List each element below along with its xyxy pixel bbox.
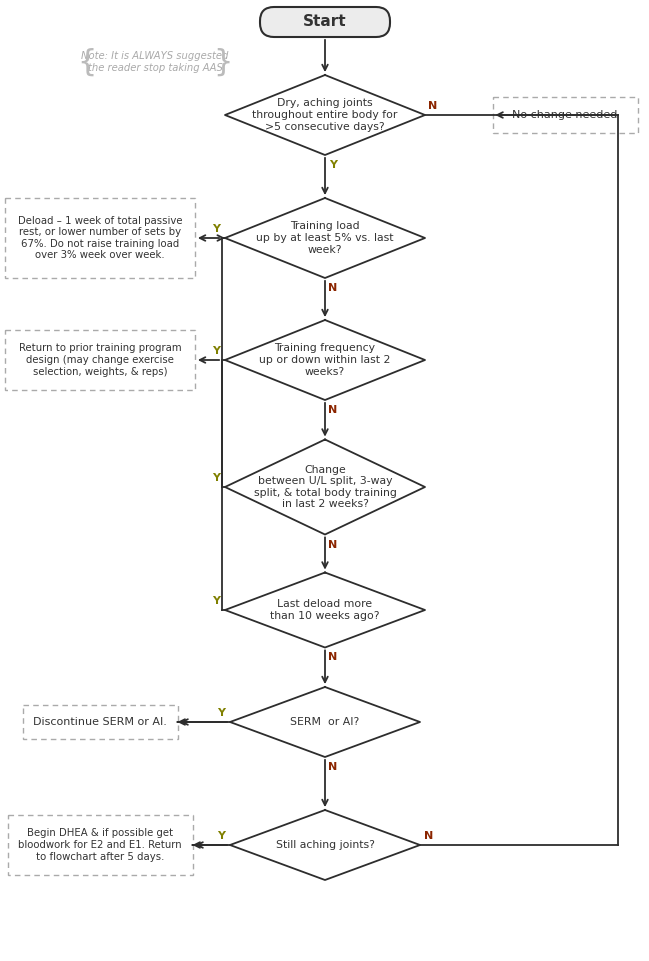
- Text: N: N: [328, 653, 337, 662]
- Polygon shape: [225, 439, 425, 534]
- Text: Y: Y: [212, 473, 220, 483]
- Text: Last deload more
than 10 weeks ago?: Last deload more than 10 weeks ago?: [270, 600, 380, 621]
- FancyBboxPatch shape: [5, 198, 195, 278]
- Text: Y: Y: [329, 160, 337, 170]
- Text: Return to prior training program
design (may change exercise
selection, weights,: Return to prior training program design …: [19, 343, 181, 377]
- FancyBboxPatch shape: [260, 7, 390, 37]
- Text: Y: Y: [212, 346, 220, 356]
- Text: SERM  or AI?: SERM or AI?: [290, 717, 360, 727]
- FancyBboxPatch shape: [8, 815, 193, 875]
- Text: N: N: [328, 283, 337, 293]
- Text: Start: Start: [303, 14, 347, 30]
- Text: N: N: [424, 831, 434, 841]
- Text: Y: Y: [217, 831, 225, 841]
- Text: Deload – 1 week of total passive
rest, or lower number of sets by
67%. Do not ra: Deload – 1 week of total passive rest, o…: [18, 215, 182, 260]
- Text: N: N: [328, 539, 337, 550]
- Text: Change
between U/L split, 3-way
split, & total body training
in last 2 weeks?: Change between U/L split, 3-way split, &…: [254, 464, 397, 509]
- Polygon shape: [225, 573, 425, 648]
- Text: Y: Y: [212, 224, 220, 234]
- Text: Begin DHEA & if possible get
bloodwork for E2 and E1. Return
to flowchart after : Begin DHEA & if possible get bloodwork f…: [18, 828, 182, 862]
- Polygon shape: [225, 320, 425, 400]
- Text: {: {: [77, 47, 97, 77]
- Text: Discontinue SERM or AI.: Discontinue SERM or AI.: [33, 717, 167, 727]
- Text: Training frequency
up or down within last 2
weeks?: Training frequency up or down within las…: [260, 343, 391, 377]
- Polygon shape: [225, 75, 425, 155]
- Text: Still aching joints?: Still aching joints?: [276, 840, 374, 850]
- Text: N: N: [328, 762, 337, 772]
- FancyBboxPatch shape: [493, 97, 637, 133]
- Text: Training load
up by at least 5% vs. last
week?: Training load up by at least 5% vs. last…: [256, 221, 394, 255]
- Polygon shape: [230, 687, 420, 757]
- FancyBboxPatch shape: [5, 330, 195, 390]
- Polygon shape: [225, 198, 425, 278]
- Text: Note: It is ALWAYS suggested
the reader stop taking AAS: Note: It is ALWAYS suggested the reader …: [81, 51, 228, 73]
- Polygon shape: [230, 810, 420, 880]
- Text: No change needed: No change needed: [512, 110, 618, 120]
- Text: Y: Y: [212, 596, 220, 606]
- Text: N: N: [428, 101, 437, 111]
- Text: N: N: [328, 405, 337, 415]
- FancyBboxPatch shape: [23, 705, 177, 739]
- Text: }: }: [214, 47, 233, 77]
- Text: Dry, aching joints
throughout entire body for
>5 consecutive days?: Dry, aching joints throughout entire bod…: [252, 98, 398, 132]
- Text: Y: Y: [217, 708, 225, 718]
